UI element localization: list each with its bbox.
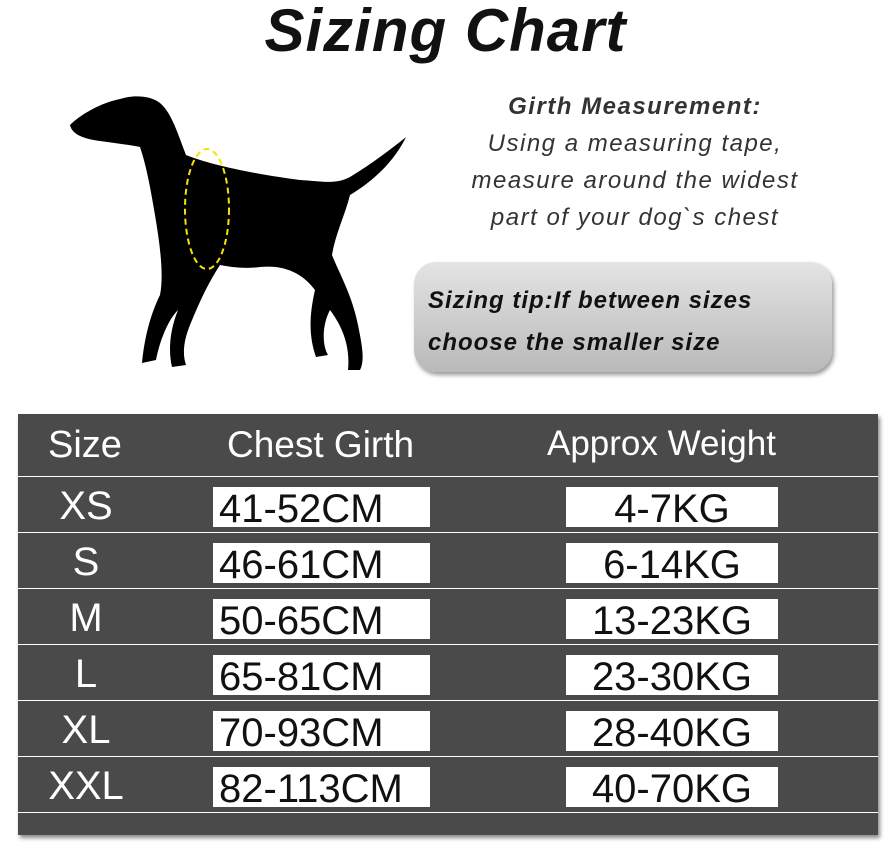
header-size: Size bbox=[48, 424, 122, 466]
chest-cell: 50-65CM bbox=[213, 599, 430, 643]
chest-cell: 46-61CM bbox=[213, 543, 430, 587]
table-row: XL 70-93CM 28-40KG bbox=[18, 700, 878, 757]
size-cell: XS bbox=[59, 484, 113, 528]
weight-cell: 23-30KG bbox=[566, 655, 778, 699]
table-row: M 50-65CM 13-23KG bbox=[18, 588, 878, 645]
tip-line: Sizing tip:If between sizes bbox=[428, 287, 753, 314]
dog-silhouette-icon bbox=[70, 96, 406, 370]
girth-line: part of your dog`s chest bbox=[490, 204, 780, 231]
size-cell: S bbox=[72, 540, 100, 584]
chest-cell: 70-93CM bbox=[213, 711, 430, 755]
header-weight: Approx Weight bbox=[547, 424, 776, 463]
table-row: L 65-81CM 23-30KG bbox=[18, 644, 878, 701]
chest-cell: 41-52CM bbox=[213, 487, 430, 531]
girth-heading: Girth Measurement: bbox=[508, 93, 762, 120]
size-cell: L bbox=[74, 652, 98, 696]
weight-cell: 13-23KG bbox=[566, 599, 778, 643]
table-row: XXL 82-113CM 40-70KG bbox=[18, 756, 878, 813]
weight-cell: 6-14KG bbox=[566, 543, 778, 587]
table-row: S 46-61CM 6-14KG bbox=[18, 532, 878, 589]
size-cell: XXL bbox=[48, 764, 124, 808]
tip-line: choose the smaller size bbox=[428, 329, 721, 356]
header-chest: Chest Girth bbox=[227, 424, 415, 465]
weight-cell: 28-40KG bbox=[566, 711, 778, 755]
size-table: Size Chest Girth Approx Weight XS 41-52C… bbox=[18, 414, 878, 835]
girth-line: Using a measuring tape, bbox=[487, 130, 783, 157]
page-title: Sizing Chart bbox=[264, 0, 627, 64]
chest-cell: 65-81CM bbox=[213, 655, 430, 699]
weight-cell: 40-70KG bbox=[566, 767, 778, 811]
girth-instructions: Girth Measurement: Using a measuring tap… bbox=[430, 88, 840, 236]
table-row: XS 41-52CM 4-7KG bbox=[18, 476, 878, 533]
girth-marker bbox=[184, 148, 230, 270]
chest-cell: 82-113CM bbox=[213, 767, 430, 811]
size-cell: M bbox=[69, 596, 103, 640]
girth-line: measure around the widest bbox=[471, 167, 799, 194]
weight-cell: 4-7KG bbox=[566, 487, 778, 531]
table-header: Size Chest Girth Approx Weight bbox=[18, 414, 878, 477]
sizing-tip: Sizing tip:If between sizes choose the s… bbox=[414, 262, 832, 372]
size-cell: XL bbox=[61, 708, 111, 752]
